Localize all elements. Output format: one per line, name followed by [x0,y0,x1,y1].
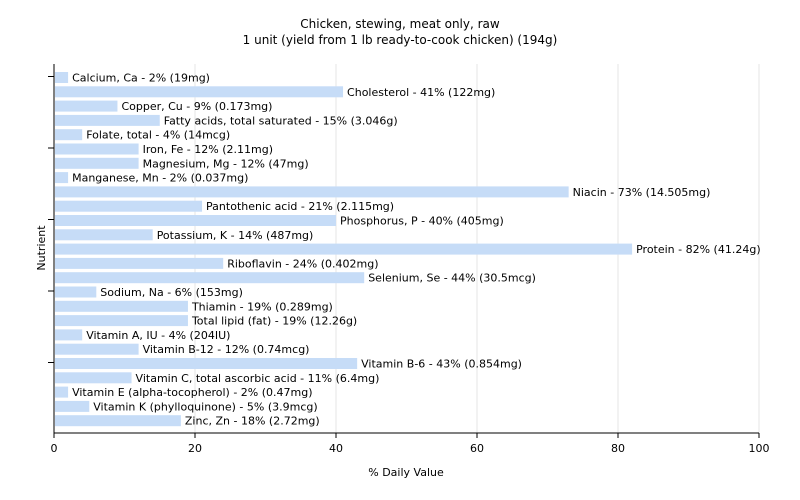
bar-label: Selenium, Se - 44% (30.5mcg) [368,272,536,285]
bar [55,343,139,355]
bar-label: Manganese, Mn - 2% (0.037mg) [72,172,248,185]
bar-label: Iron, Fe - 12% (2.11mg) [143,143,273,156]
bar [55,315,188,327]
bars: Calcium, Ca - 2% (19mg) Cholesterol - 41%… [55,72,761,428]
x-axis-title: % Daily Value [368,466,444,479]
bar-label: Phosphorus, P - 40% (405mg) [340,215,504,228]
bar-label: Total lipid (fat) - 19% (12.26g) [191,315,357,328]
bar [55,243,633,255]
bar-label: Calcium, Ca - 2% (19mg) [72,72,210,85]
bar-label: Thiamin - 19% (0.289mg) [191,300,333,313]
bar [55,172,69,184]
bar [55,157,139,169]
bar [55,415,181,427]
bar-label: Magnesium, Mg - 12% (47mg) [143,157,309,170]
chart-subtitle: 1 unit (yield from 1 lb ready-to-cook ch… [242,33,558,47]
bar [55,229,153,241]
bar [55,114,160,126]
bar [55,215,336,226]
x-tick-label: 40 [329,442,343,455]
bar [55,257,224,269]
chart-title: Chicken, stewing, meat only, raw [300,17,500,31]
bar-label: Fatty acids, total saturated - 15% (3.04… [164,114,398,127]
bar-label: Vitamin B-6 - 43% (0.854mg) [361,358,522,371]
bar-label: Riboflavin - 24% (0.402mg) [227,257,378,270]
bar [55,286,97,298]
bar [55,400,90,412]
x-tick-label: 20 [188,442,202,455]
bar-label: Protein - 82% (41.24g) [636,243,761,256]
bar [55,200,203,212]
axes: 0 20 40 60 80 100 [48,64,770,455]
bar [55,186,569,198]
bar [55,143,139,155]
bar-label: Potassium, K - 14% (487mg) [157,229,314,242]
bar-label: Vitamin E (alpha-tocopherol) - 2% (0.47m… [72,386,312,399]
bar-label: Pantothenic acid - 21% (2.115mg) [206,200,394,213]
bar-label: Folate, total - 4% (14mcg) [86,129,230,142]
x-tick-label: 60 [470,442,484,455]
bar-label: Cholesterol - 41% (122mg) [347,86,495,99]
bar [55,86,344,98]
bar [55,329,83,341]
bar-label: Niacin - 73% (14.505mg) [573,186,711,199]
bar [55,72,69,83]
x-tick-label: 80 [611,442,625,455]
bar-label: Vitamin C, total ascorbic acid - 11% (6.… [136,372,380,385]
bar [55,272,365,284]
bar-label: Vitamin K (phylloquinone) - 5% (3.9mcg) [93,400,317,413]
bar-label: Copper, Cu - 9% (0.173mg) [121,100,272,113]
bar-label: Vitamin A, IU - 4% (204IU) [86,329,230,342]
bar [55,372,132,384]
x-tick-label: 100 [749,442,770,455]
x-tick-label: 0 [51,442,58,455]
y-axis-title: Nutrient [35,225,48,271]
bar [55,100,118,112]
bar-label: Zinc, Zn - 18% (2.72mg) [185,415,320,428]
bar-label: Vitamin B-12 - 12% (0.74mcg) [143,343,310,356]
bar [55,386,69,398]
bar [55,358,358,369]
bar [55,129,83,141]
bar [55,300,188,312]
bar-label: Sodium, Na - 6% (153mg) [100,286,243,299]
